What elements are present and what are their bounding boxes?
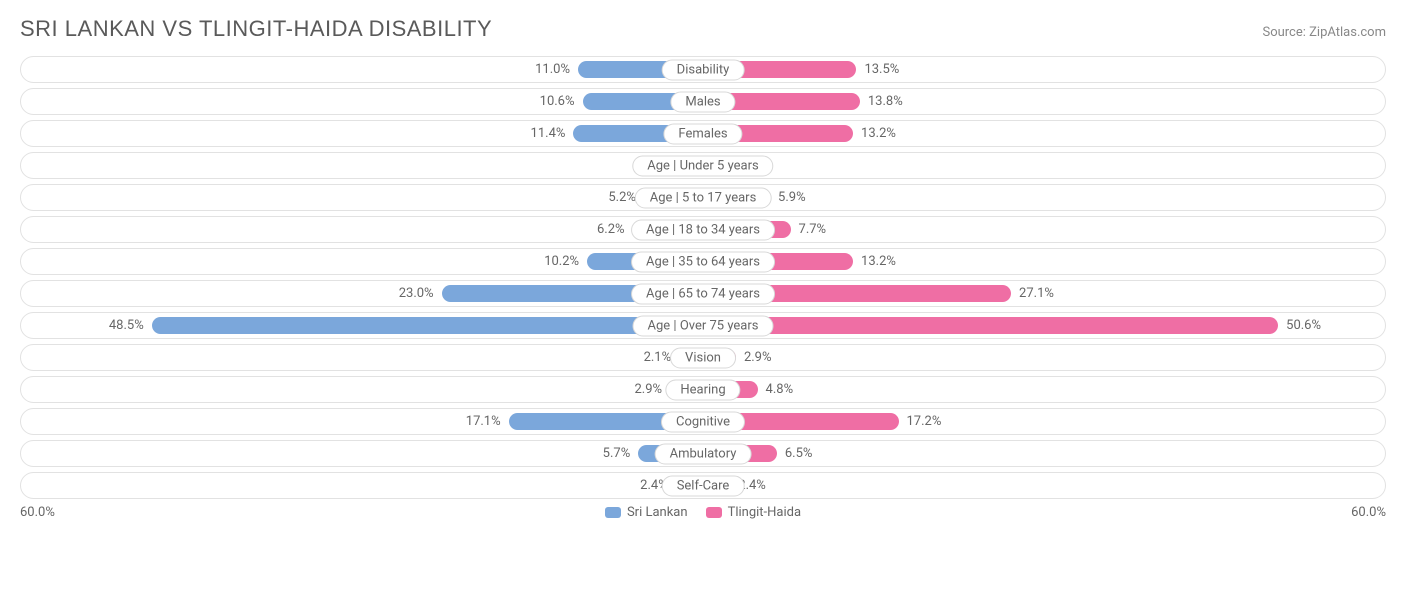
legend-label-right: Tlingit-Haida	[728, 505, 801, 520]
value-label-left: 5.7%	[603, 446, 631, 461]
value-label-right: 7.7%	[799, 222, 827, 237]
value-label-right: 27.1%	[1019, 286, 1054, 301]
value-label-left: 10.2%	[544, 254, 579, 269]
source-attribution: Source: ZipAtlas.com	[1262, 25, 1386, 40]
category-label: Ambulatory	[655, 443, 752, 464]
chart-title: SRI LANKAN VS TLINGIT-HAIDA DISABILITY	[20, 16, 492, 42]
value-label-left: 6.2%	[597, 222, 625, 237]
bar-row: 10.6% 13.8% Males	[20, 88, 1386, 115]
bar-half-left: 5.2%	[21, 185, 703, 210]
legend: Sri Lankan Tlingit-Haida	[605, 505, 801, 520]
bar-row: 2.1% 2.9% Vision	[20, 344, 1386, 371]
bar-half-right: 27.1%	[703, 281, 1385, 306]
value-label-right: 50.6%	[1286, 318, 1321, 333]
category-label: Age | Over 75 years	[633, 315, 774, 336]
bar-half-right: 50.6%	[703, 313, 1385, 338]
bar-row: 11.0% 13.5% Disability	[20, 56, 1386, 83]
category-label: Females	[663, 123, 742, 144]
value-label-left: 11.0%	[535, 62, 570, 77]
value-label-right: 5.9%	[778, 190, 806, 205]
bar-left	[152, 317, 703, 334]
bar-row: 10.2% 13.2% Age | 35 to 64 years	[20, 248, 1386, 275]
value-label-right: 17.2%	[907, 414, 942, 429]
value-label-right: 13.2%	[861, 126, 896, 141]
bar-row: 5.2% 5.9% Age | 5 to 17 years	[20, 184, 1386, 211]
bar-row: 1.1%1.5%Age | Under 5 years	[20, 152, 1386, 179]
bar-row: 6.2% 7.7% Age | 18 to 34 years	[20, 216, 1386, 243]
bar-half-left: 17.1%	[21, 409, 703, 434]
value-label-right: 13.5%	[864, 62, 899, 77]
value-label-left: 23.0%	[399, 286, 434, 301]
bar-row: 5.7% 6.5% Ambulatory	[20, 440, 1386, 467]
category-label: Age | 65 to 74 years	[631, 283, 775, 304]
bar-half-left: 11.0%	[21, 57, 703, 82]
bar-half-left: 2.4%	[21, 473, 703, 498]
legend-swatch-left	[605, 507, 621, 518]
value-label-right: 2.9%	[744, 350, 772, 365]
legend-item-left: Sri Lankan	[605, 505, 688, 520]
chart-header: SRI LANKAN VS TLINGIT-HAIDA DISABILITY S…	[20, 16, 1386, 42]
bar-half-right: 13.5%	[703, 57, 1385, 82]
category-label: Males	[670, 91, 735, 112]
category-label: Vision	[670, 347, 736, 368]
diverging-bar-chart: 11.0% 13.5% Disability 10.6% 13.8% Males 11.4%…	[20, 56, 1386, 499]
value-label-left: 10.6%	[540, 94, 575, 109]
bar-half-left: 2.9%	[21, 377, 703, 402]
bar-right	[703, 317, 1278, 334]
value-label-left: 5.2%	[608, 190, 636, 205]
category-label: Age | 35 to 64 years	[631, 251, 775, 272]
bar-half-right: 2.9%	[703, 345, 1385, 370]
bar-half-right: 4.8%	[703, 377, 1385, 402]
bar-half-right: 5.9%	[703, 185, 1385, 210]
bar-half-left: 1.1%	[21, 153, 703, 178]
bar-half-right: 13.2%	[703, 249, 1385, 274]
legend-label-left: Sri Lankan	[627, 505, 688, 520]
bar-half-left: 2.1%	[21, 345, 703, 370]
category-label: Age | 5 to 17 years	[635, 187, 772, 208]
bar-half-right: 7.7%	[703, 217, 1385, 242]
bar-half-left: 11.4%	[21, 121, 703, 146]
value-label-right: 13.2%	[861, 254, 896, 269]
bar-half-left: 6.2%	[21, 217, 703, 242]
value-label-left: 11.4%	[531, 126, 566, 141]
category-label: Disability	[662, 59, 745, 80]
bar-half-right: 13.2%	[703, 121, 1385, 146]
bar-half-left: 23.0%	[21, 281, 703, 306]
value-label-right: 4.8%	[766, 382, 794, 397]
bar-row: 48.5% 50.6% Age | Over 75 years	[20, 312, 1386, 339]
bar-half-left: 10.6%	[21, 89, 703, 114]
bar-row: 2.9% 4.8% Hearing	[20, 376, 1386, 403]
bar-half-right: 6.5%	[703, 441, 1385, 466]
value-label-right: 6.5%	[785, 446, 813, 461]
legend-swatch-right	[706, 507, 722, 518]
bar-half-right: 2.4%	[703, 473, 1385, 498]
bar-half-right: 17.2%	[703, 409, 1385, 434]
chart-footer: 60.0% Sri Lankan Tlingit-Haida 60.0%	[20, 505, 1386, 520]
value-label-right: 13.8%	[868, 94, 903, 109]
bar-row: 2.4%2.4%Self-Care	[20, 472, 1386, 499]
category-label: Age | Under 5 years	[632, 155, 773, 176]
axis-max-left: 60.0%	[20, 505, 55, 520]
axis-max-right: 60.0%	[1351, 505, 1386, 520]
legend-item-right: Tlingit-Haida	[706, 505, 801, 520]
bar-half-right: 13.8%	[703, 89, 1385, 114]
bar-row: 17.1% 17.2% Cognitive	[20, 408, 1386, 435]
bar-half-left: 48.5%	[21, 313, 703, 338]
value-label-left: 2.1%	[644, 350, 672, 365]
value-label-left: 2.9%	[634, 382, 662, 397]
category-label: Hearing	[665, 379, 740, 400]
bar-row: 11.4% 13.2% Females	[20, 120, 1386, 147]
value-label-left: 17.1%	[466, 414, 501, 429]
category-label: Cognitive	[661, 411, 745, 432]
bar-half-left: 5.7%	[21, 441, 703, 466]
category-label: Age | 18 to 34 years	[631, 219, 775, 240]
bar-half-left: 10.2%	[21, 249, 703, 274]
bar-half-right: 1.5%	[703, 153, 1385, 178]
category-label: Self-Care	[662, 475, 745, 496]
value-label-left: 48.5%	[109, 318, 144, 333]
bar-row: 23.0% 27.1% Age | 65 to 74 years	[20, 280, 1386, 307]
